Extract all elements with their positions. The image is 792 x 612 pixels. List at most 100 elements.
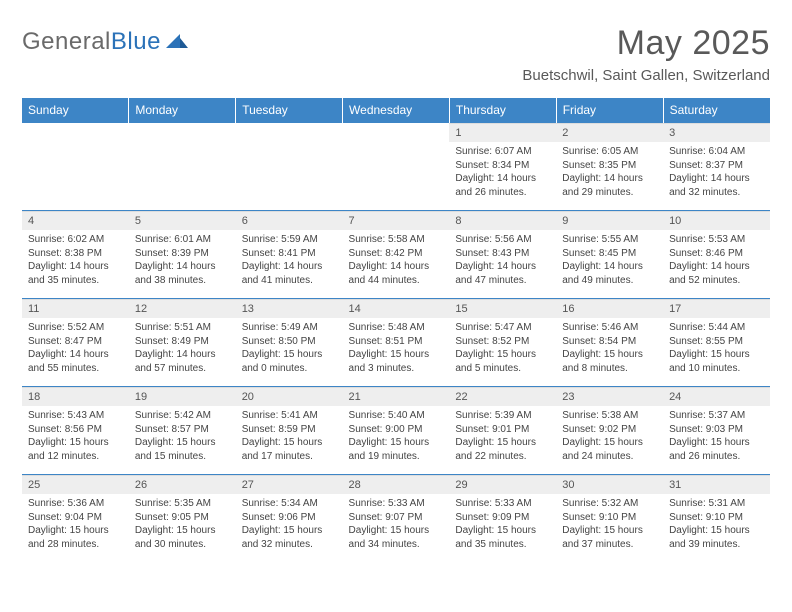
calendar-day-cell: 16Sunrise: 5:46 AMSunset: 8:54 PMDayligh… bbox=[556, 299, 663, 387]
calendar-day-cell: 3Sunrise: 6:04 AMSunset: 8:37 PMDaylight… bbox=[663, 123, 770, 211]
page-title: May 2025 bbox=[522, 24, 770, 63]
day-details: Sunrise: 5:32 AMSunset: 9:10 PMDaylight:… bbox=[556, 494, 663, 554]
calendar-day-cell: 11Sunrise: 5:52 AMSunset: 8:47 PMDayligh… bbox=[22, 299, 129, 387]
calendar-day-cell: 8Sunrise: 5:56 AMSunset: 8:43 PMDaylight… bbox=[449, 211, 556, 299]
day-details: Sunrise: 5:35 AMSunset: 9:05 PMDaylight:… bbox=[129, 494, 236, 554]
day-details: Sunrise: 5:42 AMSunset: 8:57 PMDaylight:… bbox=[129, 406, 236, 466]
calendar-day-cell: 5Sunrise: 6:01 AMSunset: 8:39 PMDaylight… bbox=[129, 211, 236, 299]
calendar-day-cell: 27Sunrise: 5:34 AMSunset: 9:06 PMDayligh… bbox=[236, 475, 343, 563]
calendar-header-row: SundayMondayTuesdayWednesdayThursdayFrid… bbox=[22, 98, 770, 123]
day-number: 12 bbox=[129, 299, 236, 318]
calendar-body: ........1Sunrise: 6:07 AMSunset: 8:34 PM… bbox=[22, 123, 770, 563]
calendar-day-cell: 15Sunrise: 5:47 AMSunset: 8:52 PMDayligh… bbox=[449, 299, 556, 387]
calendar-day-cell: 20Sunrise: 5:41 AMSunset: 8:59 PMDayligh… bbox=[236, 387, 343, 475]
logo: GeneralBlue bbox=[22, 24, 188, 56]
day-number: 29 bbox=[449, 475, 556, 494]
weekday-header: Sunday bbox=[22, 98, 129, 123]
calendar-day-cell: 31Sunrise: 5:31 AMSunset: 9:10 PMDayligh… bbox=[663, 475, 770, 563]
day-number: 24 bbox=[663, 387, 770, 406]
calendar-day-cell: 4Sunrise: 6:02 AMSunset: 8:38 PMDaylight… bbox=[22, 211, 129, 299]
day-details: Sunrise: 6:01 AMSunset: 8:39 PMDaylight:… bbox=[129, 230, 236, 290]
day-details: Sunrise: 5:48 AMSunset: 8:51 PMDaylight:… bbox=[343, 318, 450, 378]
day-number: 18 bbox=[22, 387, 129, 406]
day-details: Sunrise: 5:33 AMSunset: 9:07 PMDaylight:… bbox=[343, 494, 450, 554]
weekday-header: Wednesday bbox=[343, 98, 450, 123]
calendar-day-cell: .. bbox=[236, 123, 343, 211]
day-details: Sunrise: 5:51 AMSunset: 8:49 PMDaylight:… bbox=[129, 318, 236, 378]
day-number: 11 bbox=[22, 299, 129, 318]
day-number: 3 bbox=[663, 123, 770, 142]
header: GeneralBlue May 2025 Buetschwil, Saint G… bbox=[22, 24, 770, 84]
day-details: Sunrise: 6:02 AMSunset: 8:38 PMDaylight:… bbox=[22, 230, 129, 290]
calendar-week-row: 25Sunrise: 5:36 AMSunset: 9:04 PMDayligh… bbox=[22, 475, 770, 563]
day-number: 15 bbox=[449, 299, 556, 318]
day-details: Sunrise: 5:43 AMSunset: 8:56 PMDaylight:… bbox=[22, 406, 129, 466]
day-details: Sunrise: 5:34 AMSunset: 9:06 PMDaylight:… bbox=[236, 494, 343, 554]
day-number: 14 bbox=[343, 299, 450, 318]
calendar-day-cell: 13Sunrise: 5:49 AMSunset: 8:50 PMDayligh… bbox=[236, 299, 343, 387]
day-number: 1 bbox=[449, 123, 556, 142]
calendar-table: SundayMondayTuesdayWednesdayThursdayFrid… bbox=[22, 98, 770, 563]
calendar-day-cell: 14Sunrise: 5:48 AMSunset: 8:51 PMDayligh… bbox=[343, 299, 450, 387]
day-number: 5 bbox=[129, 211, 236, 230]
day-details: Sunrise: 5:55 AMSunset: 8:45 PMDaylight:… bbox=[556, 230, 663, 290]
day-details: Sunrise: 5:59 AMSunset: 8:41 PMDaylight:… bbox=[236, 230, 343, 290]
day-details: Sunrise: 5:37 AMSunset: 9:03 PMDaylight:… bbox=[663, 406, 770, 466]
day-number: 7 bbox=[343, 211, 450, 230]
calendar-week-row: 18Sunrise: 5:43 AMSunset: 8:56 PMDayligh… bbox=[22, 387, 770, 475]
day-number: 21 bbox=[343, 387, 450, 406]
day-number: 20 bbox=[236, 387, 343, 406]
calendar-day-cell: 10Sunrise: 5:53 AMSunset: 8:46 PMDayligh… bbox=[663, 211, 770, 299]
day-details: Sunrise: 5:39 AMSunset: 9:01 PMDaylight:… bbox=[449, 406, 556, 466]
calendar-day-cell: .. bbox=[343, 123, 450, 211]
day-number: 8 bbox=[449, 211, 556, 230]
day-number: 16 bbox=[556, 299, 663, 318]
day-number: 17 bbox=[663, 299, 770, 318]
day-number: 22 bbox=[449, 387, 556, 406]
calendar-day-cell: 26Sunrise: 5:35 AMSunset: 9:05 PMDayligh… bbox=[129, 475, 236, 563]
day-details: Sunrise: 5:46 AMSunset: 8:54 PMDaylight:… bbox=[556, 318, 663, 378]
weekday-header: Monday bbox=[129, 98, 236, 123]
calendar-day-cell: 19Sunrise: 5:42 AMSunset: 8:57 PMDayligh… bbox=[129, 387, 236, 475]
calendar-day-cell: 9Sunrise: 5:55 AMSunset: 8:45 PMDaylight… bbox=[556, 211, 663, 299]
day-details: Sunrise: 5:44 AMSunset: 8:55 PMDaylight:… bbox=[663, 318, 770, 378]
calendar-day-cell: 30Sunrise: 5:32 AMSunset: 9:10 PMDayligh… bbox=[556, 475, 663, 563]
day-details: Sunrise: 6:05 AMSunset: 8:35 PMDaylight:… bbox=[556, 142, 663, 202]
day-details: Sunrise: 5:49 AMSunset: 8:50 PMDaylight:… bbox=[236, 318, 343, 378]
day-number: 25 bbox=[22, 475, 129, 494]
logo-icon bbox=[166, 32, 188, 53]
calendar-week-row: ........1Sunrise: 6:07 AMSunset: 8:34 PM… bbox=[22, 123, 770, 211]
calendar-day-cell: 7Sunrise: 5:58 AMSunset: 8:42 PMDaylight… bbox=[343, 211, 450, 299]
day-details: Sunrise: 5:31 AMSunset: 9:10 PMDaylight:… bbox=[663, 494, 770, 554]
calendar-day-cell: 2Sunrise: 6:05 AMSunset: 8:35 PMDaylight… bbox=[556, 123, 663, 211]
day-details: Sunrise: 5:53 AMSunset: 8:46 PMDaylight:… bbox=[663, 230, 770, 290]
weekday-header: Tuesday bbox=[236, 98, 343, 123]
day-number: 13 bbox=[236, 299, 343, 318]
calendar-day-cell: 21Sunrise: 5:40 AMSunset: 9:00 PMDayligh… bbox=[343, 387, 450, 475]
day-details: Sunrise: 5:58 AMSunset: 8:42 PMDaylight:… bbox=[343, 230, 450, 290]
calendar-day-cell: 23Sunrise: 5:38 AMSunset: 9:02 PMDayligh… bbox=[556, 387, 663, 475]
day-details: Sunrise: 5:38 AMSunset: 9:02 PMDaylight:… bbox=[556, 406, 663, 466]
calendar-day-cell: 28Sunrise: 5:33 AMSunset: 9:07 PMDayligh… bbox=[343, 475, 450, 563]
weekday-header: Friday bbox=[556, 98, 663, 123]
day-number: 4 bbox=[22, 211, 129, 230]
calendar-day-cell: .. bbox=[22, 123, 129, 211]
calendar-day-cell: 17Sunrise: 5:44 AMSunset: 8:55 PMDayligh… bbox=[663, 299, 770, 387]
calendar-day-cell: 25Sunrise: 5:36 AMSunset: 9:04 PMDayligh… bbox=[22, 475, 129, 563]
day-details: Sunrise: 6:04 AMSunset: 8:37 PMDaylight:… bbox=[663, 142, 770, 202]
calendar-day-cell: 24Sunrise: 5:37 AMSunset: 9:03 PMDayligh… bbox=[663, 387, 770, 475]
day-details: Sunrise: 5:56 AMSunset: 8:43 PMDaylight:… bbox=[449, 230, 556, 290]
day-details: Sunrise: 5:33 AMSunset: 9:09 PMDaylight:… bbox=[449, 494, 556, 554]
calendar-day-cell: 29Sunrise: 5:33 AMSunset: 9:09 PMDayligh… bbox=[449, 475, 556, 563]
day-details: Sunrise: 5:47 AMSunset: 8:52 PMDaylight:… bbox=[449, 318, 556, 378]
day-details: Sunrise: 5:40 AMSunset: 9:00 PMDaylight:… bbox=[343, 406, 450, 466]
calendar-day-cell: 6Sunrise: 5:59 AMSunset: 8:41 PMDaylight… bbox=[236, 211, 343, 299]
day-details: Sunrise: 5:41 AMSunset: 8:59 PMDaylight:… bbox=[236, 406, 343, 466]
logo-text: GeneralBlue bbox=[22, 28, 161, 56]
calendar-day-cell: 22Sunrise: 5:39 AMSunset: 9:01 PMDayligh… bbox=[449, 387, 556, 475]
day-number: 28 bbox=[343, 475, 450, 494]
day-number: 19 bbox=[129, 387, 236, 406]
calendar-day-cell: 1Sunrise: 6:07 AMSunset: 8:34 PMDaylight… bbox=[449, 123, 556, 211]
location-subtitle: Buetschwil, Saint Gallen, Switzerland bbox=[522, 67, 770, 84]
day-details: Sunrise: 5:52 AMSunset: 8:47 PMDaylight:… bbox=[22, 318, 129, 378]
